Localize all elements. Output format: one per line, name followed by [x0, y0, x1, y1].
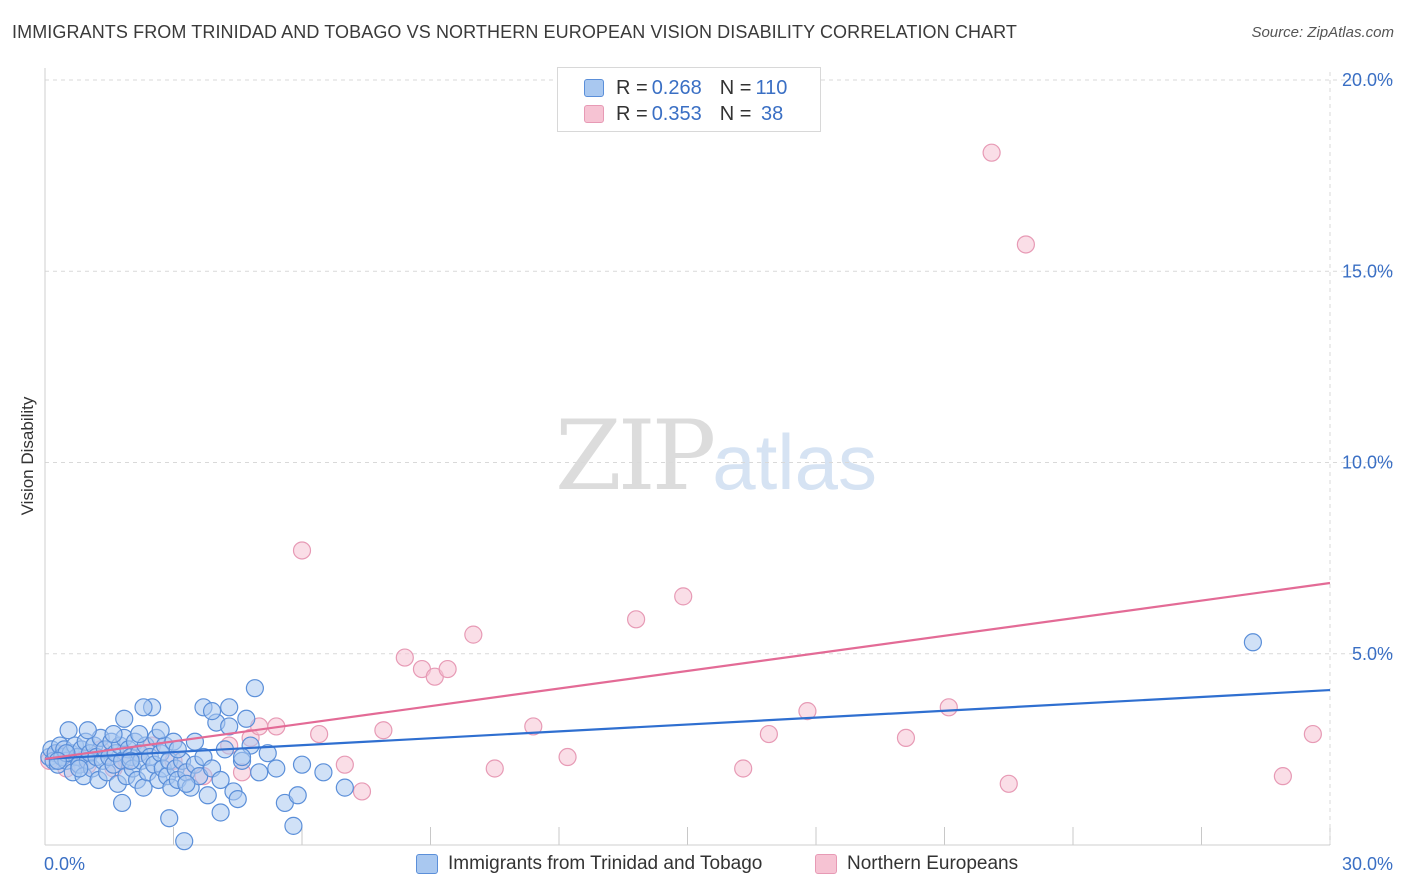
trinidad-tobago-point [284, 816, 303, 835]
trinidad-tobago-point [335, 778, 354, 797]
trinidad-tobago-point [151, 721, 170, 740]
legend-r-label: R = [616, 102, 648, 125]
trinidad-tobago-point [185, 732, 205, 751]
trinidad-tobago-point [59, 721, 78, 740]
northern-europeans-point [292, 541, 312, 560]
trinidad-tobago-point [175, 832, 194, 851]
trinidad-tobago-point [160, 809, 179, 828]
correlation-legend: R = 0.268 N = 110 R = 0.353 N = 38 [557, 67, 821, 132]
trinidad-tobago-point [228, 789, 247, 809]
legend-swatch-blue [584, 79, 604, 97]
trinidad-tobago-point [211, 770, 230, 790]
x-tick-label: 0.0% [44, 854, 85, 874]
trinidad-tobago-point [121, 751, 140, 770]
legend-row-pink: R = 0.353 N = 38 [584, 102, 783, 126]
trinidad-tobago-point [237, 709, 256, 728]
trinidad-tobago-point [168, 740, 187, 759]
trinidad-tobago-point [292, 755, 312, 774]
legend-label-blue: Immigrants from Trinidad and Tobago [448, 853, 763, 874]
trinidad-tobago-point [245, 679, 264, 698]
tick-labels: 5.0% 10.0% 15.0% 20.0% 0.0% 30.0% [44, 70, 1393, 874]
northern-europeans-point [939, 698, 958, 717]
bottom-legend-pink: Northern Europeans [815, 852, 1018, 876]
northern-europeans-point [759, 724, 778, 744]
legend-n-label: N = [719, 76, 752, 99]
northern-europeans-point [1303, 724, 1322, 744]
northern-europeans-point [464, 625, 483, 644]
legend-r-label: R = [616, 76, 648, 99]
y-tick-label: 20.0% [1342, 70, 1393, 90]
northern-europeans-trend-line [44, 581, 1331, 761]
trinidad-tobago-point [104, 724, 123, 744]
trinidad-tobago-point [115, 709, 134, 728]
northern-europeans-point [374, 721, 393, 740]
trinidad-tobago-point [220, 717, 239, 736]
trinidad-tobago-trend-line [44, 688, 1331, 761]
trinidad-tobago-point [232, 747, 252, 767]
northern-europeans-point [352, 782, 372, 801]
northern-europeans-point [626, 610, 646, 629]
trend-lines [44, 581, 1331, 761]
legend-swatch-pink [815, 854, 837, 874]
y-axis-title: Vision Disability [18, 396, 37, 515]
bottom-legend-blue: Immigrants from Trinidad and Tobago [416, 852, 762, 876]
northern-europeans-point [438, 659, 457, 679]
trinidad-tobago-points [40, 633, 1263, 851]
northern-europeans-point [395, 648, 414, 667]
northern-europeans-point [734, 759, 753, 778]
legend-r-value: 0.268 [651, 76, 702, 99]
legend-n-value: 38 [755, 102, 784, 125]
x-tick-label: 30.0% [1342, 854, 1393, 874]
legend-n-value: 110 [755, 76, 788, 99]
legend-swatch-pink [584, 105, 604, 123]
trinidad-tobago-point [198, 786, 217, 805]
northern-europeans-point [524, 717, 543, 736]
trinidad-tobago-point [250, 763, 269, 782]
northern-europeans-point [999, 774, 1018, 793]
trinidad-tobago-point [314, 763, 333, 782]
legend-label-pink: Northern Europeans [847, 853, 1019, 874]
trinidad-tobago-point [70, 759, 89, 778]
y-tick-label: 10.0% [1342, 453, 1393, 473]
trinidad-tobago-point [134, 778, 153, 797]
source-credit: Source: ZipAtlas.com [1251, 24, 1394, 41]
trinidad-tobago-point [220, 698, 239, 717]
trinidad-tobago-point [288, 786, 307, 805]
trinidad-tobago-point [177, 774, 196, 793]
trinidad-tobago-point [267, 759, 286, 778]
northern-europeans-point [310, 724, 329, 744]
northern-europeans-point [798, 702, 817, 721]
legend-n-label: N = [719, 102, 752, 125]
trinidad-tobago-point [211, 803, 230, 822]
trinidad-tobago-point [130, 724, 149, 744]
northern-europeans-point [335, 755, 354, 774]
watermark-zip: ZIP [555, 400, 716, 512]
watermark: ZIPatlas [555, 400, 877, 512]
trinidad-tobago-point [202, 702, 222, 721]
trinidad-tobago-point [78, 721, 97, 740]
trinidad-tobago-point [258, 744, 277, 763]
northern-europeans-point [485, 759, 504, 778]
trinidad-tobago-point [134, 698, 153, 717]
legend-r-value: 0.353 [651, 102, 702, 125]
northern-europeans-point [674, 587, 693, 606]
northern-europeans-point [558, 747, 577, 767]
legend-swatch-blue [416, 854, 438, 874]
trinidad-tobago-point [48, 751, 67, 770]
trinidad-tobago-point [112, 793, 132, 813]
northern-europeans-point [982, 143, 1001, 162]
y-tick-label: 15.0% [1342, 261, 1393, 281]
grid-layer [45, 72, 1395, 845]
trinidad-tobago-point [1243, 633, 1263, 652]
axis-layer [44, 68, 1330, 846]
northern-europeans-point [896, 728, 916, 748]
y-tick-label: 5.0% [1352, 644, 1393, 664]
northern-europeans-point [1016, 235, 1035, 254]
legend-row-blue: R = 0.268 N = 110 [584, 76, 787, 100]
northern-europeans-point [1273, 767, 1292, 786]
chart-title: IMMIGRANTS FROM TRINIDAD AND TOBAGO VS N… [12, 22, 1018, 42]
watermark-atlas: atlas [712, 418, 877, 506]
